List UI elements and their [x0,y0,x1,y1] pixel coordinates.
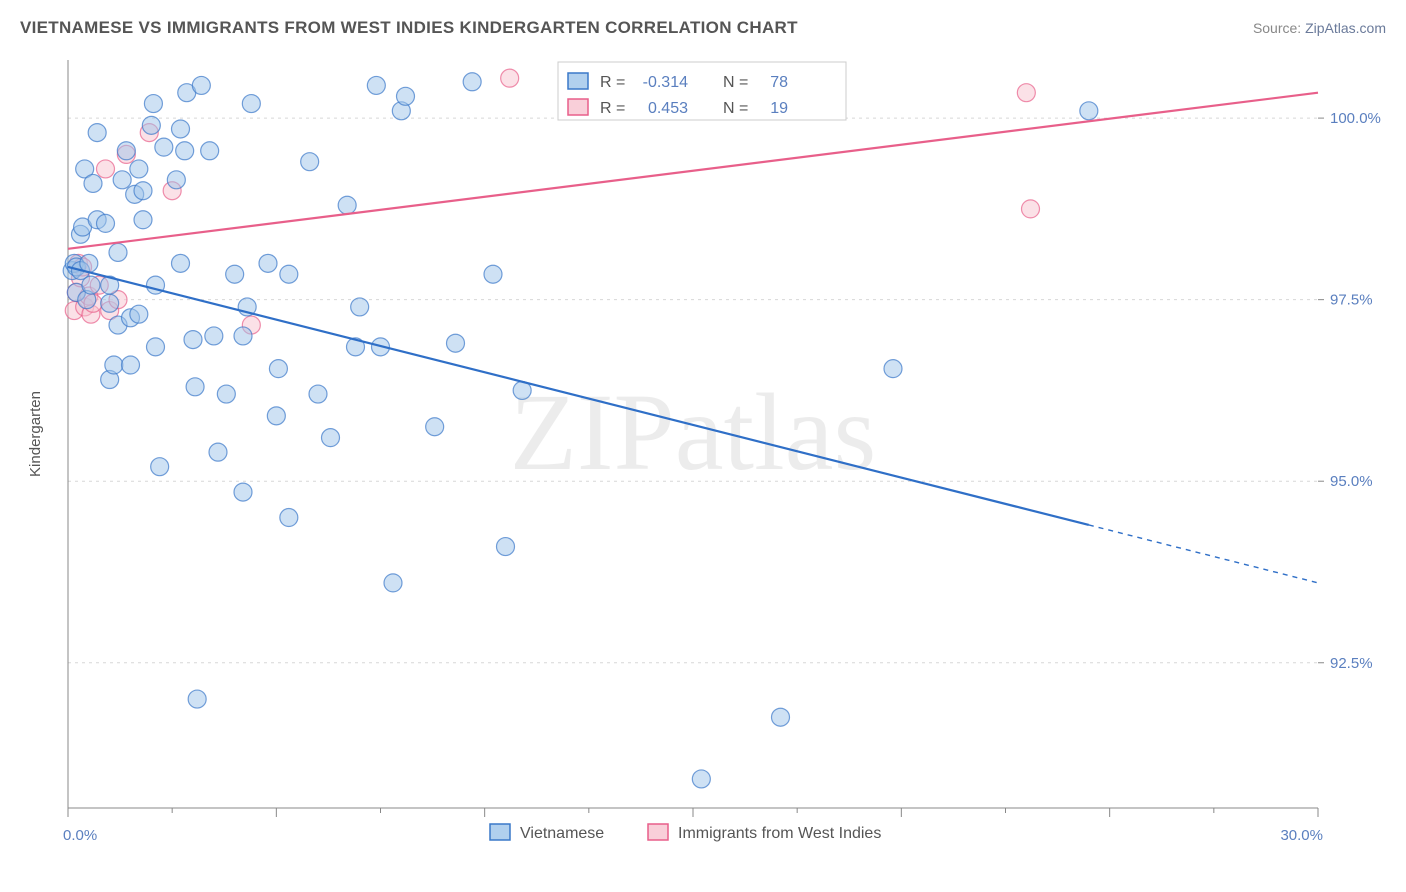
chart-title: VIETNAMESE VS IMMIGRANTS FROM WEST INDIE… [20,18,798,38]
scatter-chart: ZIPatlas Kindergarten 92.5% 95.0% 97.5% 100.0… [20,50,1386,872]
scatter-point [151,458,169,476]
scatter-point [234,327,252,345]
scatter-point [259,254,277,272]
scatter-point [1017,84,1035,102]
scatter-point [155,138,173,156]
scatter-point [142,116,160,134]
legend-R-value: 0.453 [648,100,688,117]
scatter-point [384,574,402,592]
scatter-point [84,174,102,192]
scatter-point [447,334,465,352]
x-tick-label: 30.0% [1280,827,1323,844]
series-name: Vietnamese [520,825,604,842]
series-name: Immigrants from West Indies [678,825,881,842]
scatter-point [134,211,152,229]
legend-N-label: N = [723,100,748,117]
scatter-point [172,120,190,138]
source-link[interactable]: ZipAtlas.com [1305,20,1386,36]
scatter-point [97,214,115,232]
scatter-point [88,124,106,142]
source: Source: ZipAtlas.com [1253,20,1386,36]
y-axis-label: Kindergarten [27,391,44,477]
scatter-point [338,196,356,214]
scatter-point [301,153,319,171]
scatter-point [397,87,415,105]
scatter-point [134,182,152,200]
scatter-point [130,160,148,178]
scatter-point [117,142,135,160]
legend-R-label: R = [600,74,625,91]
scatter-point [144,95,162,113]
svg-text:ZIPatlas: ZIPatlas [510,371,877,493]
scatter-point [192,76,210,94]
scatter-point [309,385,327,403]
scatter-point [147,338,165,356]
scatter-point [322,429,340,447]
scatter-point [1022,200,1040,218]
source-label: Source: [1253,20,1305,36]
scatter-point [280,265,298,283]
scatter-point [226,265,244,283]
scatter-point [269,360,287,378]
legend-swatch [568,99,588,115]
y-tick-label: 95.0% [1330,473,1373,490]
scatter-point [242,95,260,113]
y-tick-label: 100.0% [1330,110,1381,127]
scatter-point [267,407,285,425]
scatter-point [184,331,202,349]
x-tick-label: 0.0% [63,827,97,844]
scatter-point [426,418,444,436]
legend-R-value: -0.314 [643,74,688,91]
scatter-point [205,327,223,345]
scatter-point [97,160,115,178]
scatter-point [1080,102,1098,120]
scatter-point [172,254,190,272]
scatter-point [186,378,204,396]
scatter-point [484,265,502,283]
trend-line-extrapolated [1089,525,1318,583]
legend-swatch [648,824,668,840]
scatter-point [122,356,140,374]
scatter-point [501,69,519,87]
scatter-point [692,770,710,788]
scatter-point [130,305,148,323]
legend-N-value: 19 [770,100,788,117]
legend-N-value: 78 [770,74,788,91]
scatter-point [772,708,790,726]
scatter-point [351,298,369,316]
scatter-point [167,171,185,189]
scatter-point [82,276,100,294]
scatter-point [113,171,131,189]
scatter-point [217,385,235,403]
legend-R-label: R = [600,100,625,117]
scatter-point [101,294,119,312]
scatter-point [280,509,298,527]
y-tick-label: 92.5% [1330,655,1373,672]
scatter-point [188,690,206,708]
scatter-point [234,483,252,501]
y-tick-label: 97.5% [1330,292,1373,309]
scatter-point [176,142,194,160]
scatter-point [463,73,481,91]
scatter-point [201,142,219,160]
scatter-point [209,443,227,461]
legend-swatch [568,73,588,89]
scatter-point [367,76,385,94]
legend-N-label: N = [723,74,748,91]
legend-swatch [490,824,510,840]
scatter-point [105,356,123,374]
scatter-point [109,243,127,261]
scatter-point [884,360,902,378]
scatter-point [497,538,515,556]
